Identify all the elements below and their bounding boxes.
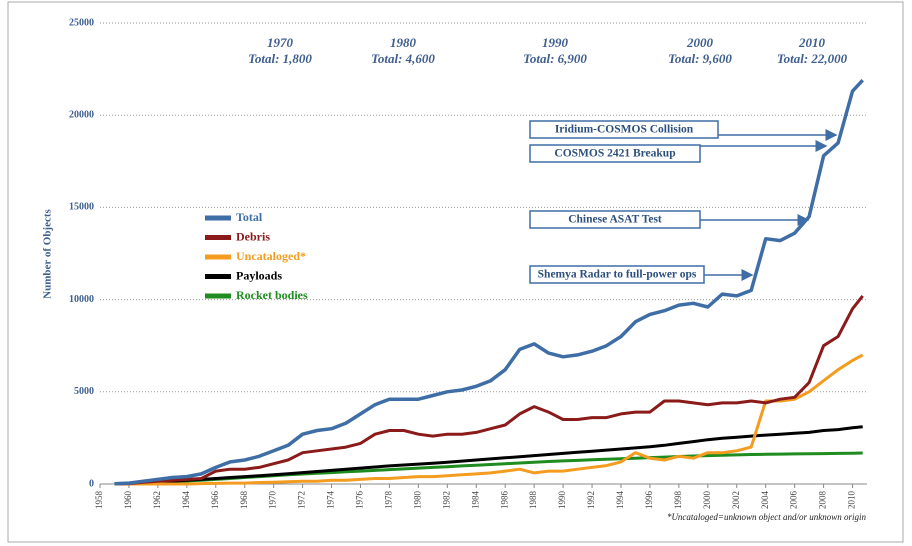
x-tick-label: 1992 [586, 491, 596, 509]
event-label: Iridium-COSMOS Collision [555, 124, 694, 136]
legend-label: Uncataloged* [236, 249, 306, 263]
x-tick-label: 1958 [94, 491, 104, 510]
x-tick-label: 1966 [210, 491, 220, 510]
event-label: Chinese ASAT Test [568, 214, 662, 226]
x-tick-label: 1972 [297, 491, 307, 509]
x-tick-label: 1996 [644, 491, 654, 510]
series-line [114, 294, 864, 486]
decade-total: Total: 1,800 [248, 51, 312, 66]
x-tick-label: 2006 [789, 491, 799, 510]
x-tick-label: 2008 [818, 491, 828, 510]
x-tick-label: 1994 [615, 491, 625, 510]
x-tick-label: 2000 [702, 491, 712, 510]
decade-year: 1970 [267, 35, 294, 50]
x-tick-label: 1970 [268, 491, 278, 510]
event-label: COSMOS 2421 Breakup [554, 148, 675, 160]
x-tick-label: 1980 [412, 491, 422, 510]
y-tick-label: 0 [89, 478, 94, 489]
decade-year: 2000 [686, 35, 714, 50]
y-tick-label: 20000 [69, 109, 94, 120]
frame [7, 1, 904, 543]
x-tick-label: 1968 [239, 491, 249, 510]
x-tick-label: 1984 [470, 491, 480, 510]
legend-label: Rocket bodies [236, 288, 308, 302]
decade-total: Total: 6,900 [523, 51, 587, 66]
x-tick-label: 1990 [557, 491, 567, 510]
x-tick-label: 2002 [731, 491, 741, 509]
x-tick-label: 1974 [326, 491, 336, 510]
x-tick-label: 1986 [499, 490, 509, 509]
series-line [114, 425, 863, 486]
series-line [114, 353, 864, 486]
x-tick-label: 1978 [383, 491, 393, 510]
y-tick-label: 25000 [69, 17, 94, 28]
x-tick-label: 2004 [760, 491, 770, 510]
x-tick-label: 2010 [847, 491, 857, 510]
x-tick-label: 1976 [355, 491, 365, 510]
legend-label: Total [236, 210, 263, 224]
x-tick-label: 1982 [441, 491, 451, 509]
x-tick-label: 1960 [123, 491, 133, 510]
legend-label: Debris [236, 229, 270, 243]
decade-total: Total: 22,000 [777, 51, 848, 66]
decade-year: 1980 [390, 35, 417, 50]
event-box [529, 120, 719, 139]
y-axis-label: Number of Objects [42, 208, 54, 298]
event-box [529, 144, 701, 163]
x-tick-label: 1988 [528, 491, 538, 510]
x-tick-label: 1962 [152, 491, 162, 509]
decade-year: 1990 [542, 35, 569, 50]
legend-label: Payloads [236, 268, 282, 282]
event-label: Shemya Radar to full-power ops [538, 269, 697, 281]
decade-year: 2010 [798, 35, 826, 50]
x-tick-label: 1964 [181, 491, 191, 510]
decade-total: Total: 9,600 [668, 51, 732, 66]
y-tick-label: 15000 [69, 202, 94, 213]
y-tick-label: 5000 [74, 386, 94, 397]
y-tick-label: 10000 [69, 294, 94, 305]
footnote: *Uncataloged=unknown object and/or unkno… [667, 512, 867, 522]
x-tick-label: 1998 [673, 491, 683, 510]
decade-total: Total: 4,600 [371, 51, 435, 66]
series-line [114, 79, 864, 486]
